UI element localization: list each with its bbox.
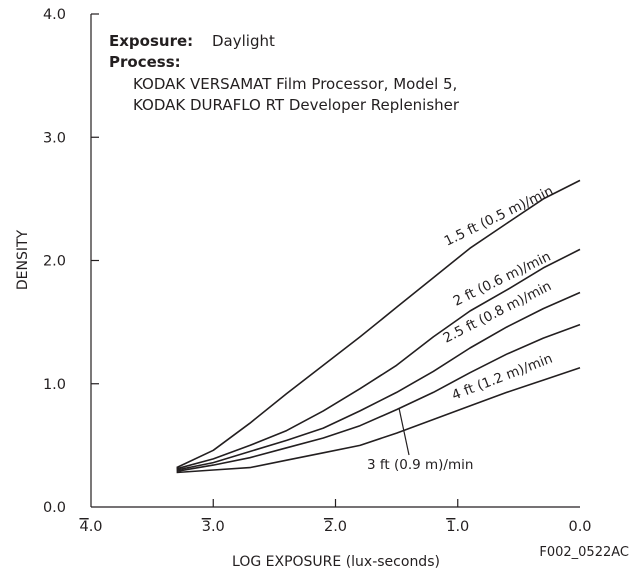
density-curve-2 xyxy=(176,248,581,470)
x-tick-label: 4.0 xyxy=(79,519,102,535)
density-curve-3 xyxy=(176,291,581,471)
y-tick-label: 1.0 xyxy=(43,377,66,393)
y-tick-label: 2.0 xyxy=(43,254,66,270)
curve-label-4: 3 ft (0.9 m)/min xyxy=(367,457,473,473)
density-curve-5 xyxy=(176,366,581,474)
curve-label-1: 1.5 ft (0.5 m)/min xyxy=(442,183,556,250)
y-tick-label: 0.0 xyxy=(43,500,66,516)
density-curve-1 xyxy=(176,179,581,469)
y-tick-label: 3.0 xyxy=(43,130,66,146)
x-tick-label: 0.0 xyxy=(568,519,591,535)
process-label: Process: xyxy=(109,53,181,71)
density-curves xyxy=(176,179,581,474)
axis-ticks: 0.0 1.0 2.0 3.0 4.0 4.0 3.0 2.0 1.0 0.0 xyxy=(43,7,592,535)
x-tick-label: 1.0 xyxy=(446,519,469,535)
process-line-2: KODAK DURAFLO RT Developer Replenisher xyxy=(133,96,460,114)
density-curve-4 xyxy=(176,323,581,473)
y-tick-label: 4.0 xyxy=(43,7,66,23)
x-axis-title: LOG EXPOSURE (lux-seconds) xyxy=(232,554,440,570)
curve-label-5: 4 ft (1.2 m)/min xyxy=(450,351,555,404)
exposure-value: Daylight xyxy=(212,32,275,50)
exposure-label: Exposure: xyxy=(109,32,193,50)
x-tick-label: 3.0 xyxy=(202,519,225,535)
curve-label-leader xyxy=(398,408,410,456)
condition-notes: Exposure: Daylight Process: KODAK VERSAM… xyxy=(109,32,460,114)
figure-id: F002_0522AC xyxy=(539,545,629,560)
process-line-1: KODAK VERSAMAT Film Processor, Model 5, xyxy=(133,75,457,93)
y-axis-title: DENSITY xyxy=(15,229,31,290)
x-tick-label: 2.0 xyxy=(324,519,347,535)
